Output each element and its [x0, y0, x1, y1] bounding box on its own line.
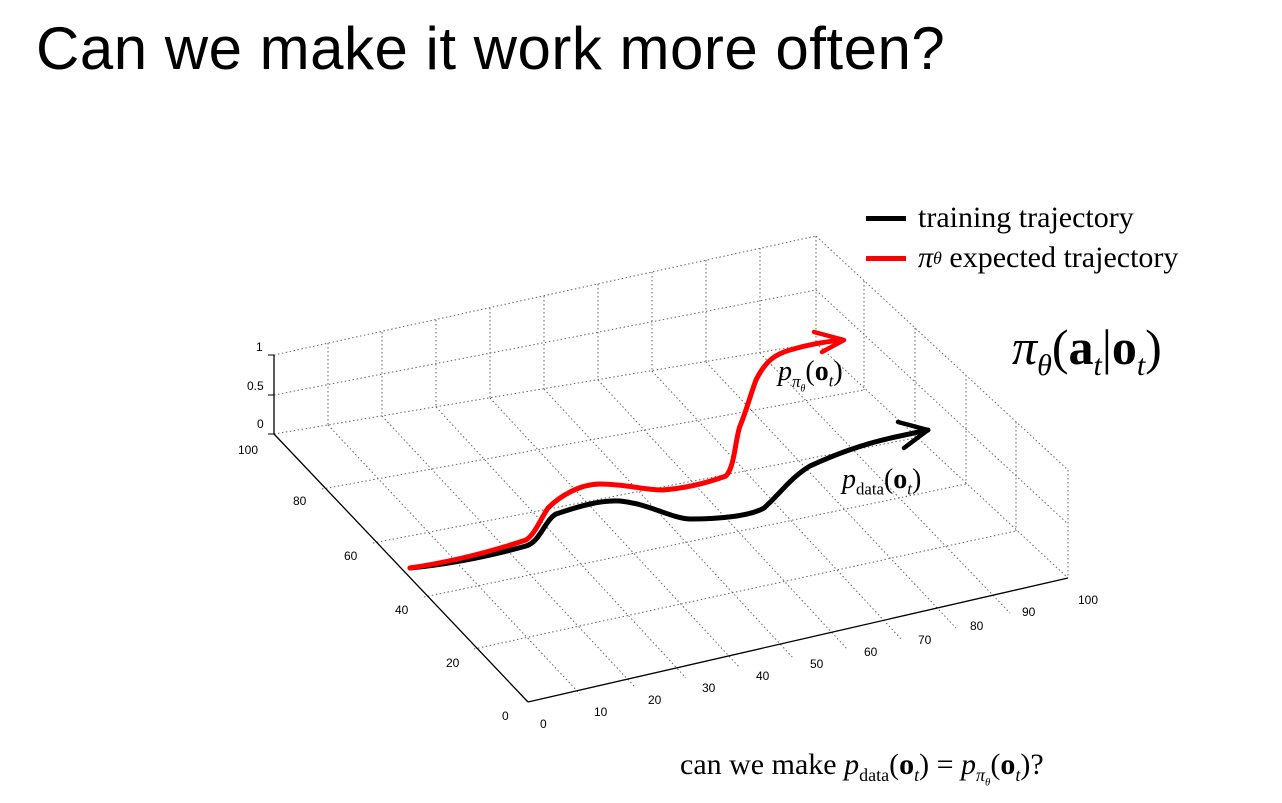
pdata-data: data — [856, 479, 884, 499]
ppi-pi: π — [792, 371, 801, 391]
y-tick: 80 — [293, 494, 307, 508]
question-suffix: ? — [1030, 748, 1044, 781]
axis-ticks — [268, 354, 274, 435]
x-tick: 30 — [702, 681, 716, 695]
ppi-o: o — [814, 356, 829, 387]
y-tick: 40 — [395, 603, 409, 617]
slide-title: Can we make it work more often? — [36, 15, 946, 82]
x-tick: 10 — [594, 705, 608, 719]
y-tick: 100 — [238, 443, 258, 457]
z-tick: 1 — [256, 340, 263, 354]
question-o2: o — [1000, 748, 1016, 781]
question-p1: p — [844, 748, 860, 781]
question-o1: o — [899, 748, 915, 781]
pdata-o: o — [893, 464, 908, 495]
question-theta: θ — [985, 776, 991, 789]
policy-theta: θ — [1037, 349, 1052, 382]
legend-label-expected: expected trajectory — [949, 241, 1179, 274]
grid-lines — [273, 235, 1069, 703]
ppi-t: t — [828, 371, 834, 391]
z-tick: 0 — [257, 417, 264, 431]
x-tick: 50 — [810, 657, 824, 671]
legend-swatch-expected — [866, 255, 906, 261]
legend-symbol-pi: π — [918, 241, 934, 274]
pdata-p: p — [842, 464, 856, 495]
ppi-p: p — [778, 356, 792, 387]
x-tick: 100 — [1078, 593, 1098, 607]
x-tick: 90 — [1022, 605, 1036, 619]
legend-label-training: training trajectory — [918, 201, 1134, 234]
policy-distribution-label: pπθ(ot) — [778, 356, 843, 394]
ppi-theta: θ — [800, 382, 806, 394]
question-eq: = — [936, 748, 954, 781]
legend-item-training: training trajectory — [866, 198, 1178, 238]
policy-o-t: t — [1136, 349, 1146, 382]
question-prefix: can we make — [680, 748, 837, 781]
question-t2: t — [1015, 765, 1021, 785]
training-trajectory-line — [407, 427, 931, 571]
expected-trajectory-line — [407, 337, 843, 571]
x-tick: 80 — [970, 619, 984, 633]
y-tick: 60 — [344, 549, 358, 563]
policy-a-t: t — [1093, 349, 1102, 382]
x-tick: 40 — [756, 669, 770, 683]
policy-pi: π — [1012, 319, 1038, 375]
legend-swatch-training — [866, 215, 906, 221]
axes-frame — [273, 355, 1069, 703]
question-data: data — [859, 765, 890, 785]
y-tick-labels: 100 80 60 40 20 0 — [238, 443, 509, 723]
y-tick: 0 — [502, 709, 509, 723]
question-pi: π — [976, 765, 986, 785]
bottom-question: can we make pdata(ot) = pπθ(ot)? — [680, 748, 1044, 789]
pdata-t: t — [907, 479, 912, 499]
z-tick-labels: 1 0.5 0 — [247, 340, 264, 431]
data-distribution-label: pdata(ot) — [842, 464, 922, 499]
expected-trajectory-arrowhead — [811, 329, 847, 355]
question-t1: t — [914, 765, 920, 785]
x-tick-labels: 0 10 20 30 40 50 60 70 80 90 100 — [540, 593, 1098, 731]
y-tick: 20 — [446, 656, 460, 670]
legend-symbol-theta: θ — [933, 247, 942, 268]
z-tick: 0.5 — [247, 379, 264, 393]
policy-formula: πθ(at|ot) — [1012, 319, 1162, 382]
training-trajectory-arrowhead — [895, 419, 931, 451]
policy-a: a — [1068, 319, 1094, 375]
x-tick: 60 — [864, 645, 878, 659]
x-tick: 0 — [540, 717, 547, 731]
x-tick: 20 — [648, 693, 662, 707]
policy-o: o — [1111, 319, 1137, 375]
x-tick: 70 — [918, 633, 932, 647]
question-p2: p — [961, 748, 976, 781]
